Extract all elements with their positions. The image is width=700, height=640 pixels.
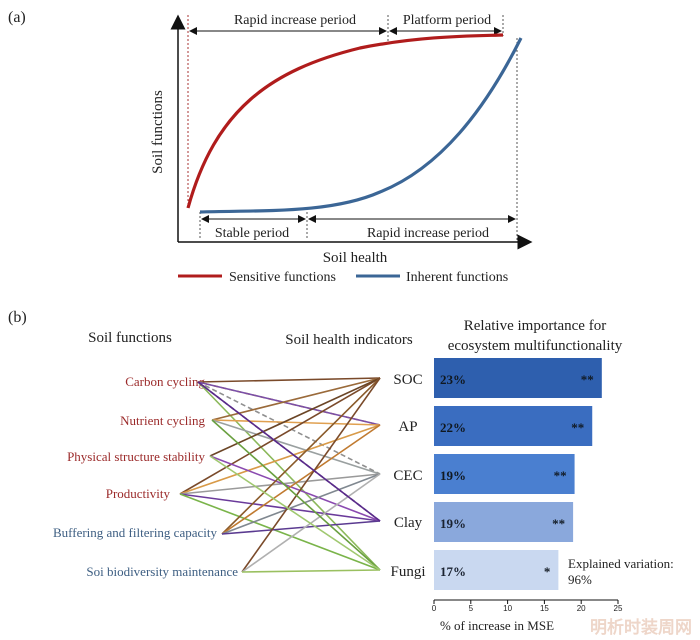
- bar-percent-label: 19%: [440, 468, 466, 483]
- inherent-functions-curve: [199, 37, 523, 214]
- indicator-label-cec: CEC: [393, 468, 422, 484]
- bottom-period-label: Stable period: [215, 226, 289, 241]
- bar-percent-label: 23%: [440, 372, 466, 387]
- x-tick-label: 15: [540, 604, 549, 613]
- x-tick-label: 5: [469, 604, 474, 613]
- top-period-label: Platform period: [403, 13, 491, 28]
- significance-mark: **: [554, 468, 567, 483]
- soil-functions-header: Soil functions: [88, 330, 172, 346]
- function-label-physical-structure: Physical structure stability: [67, 449, 205, 464]
- bar-fungi: [434, 550, 559, 590]
- legend-label: Sensitive functions: [229, 270, 336, 285]
- significance-mark: **: [552, 516, 565, 531]
- connection-lines: [179, 377, 381, 573]
- importance-header-line2: ecosystem multifunctionality: [448, 338, 623, 354]
- function-label-biodiversity: Soi biodiversity maintenance: [86, 564, 238, 579]
- bar-clay: [434, 502, 574, 542]
- x-axis-label: Soil health: [323, 250, 388, 266]
- indicator-label-soc: SOC: [393, 372, 422, 388]
- indicator-label-fungi: Fungi: [390, 564, 425, 580]
- explained-variation-value: 96%: [568, 572, 592, 587]
- bar-percent-label: 19%: [440, 516, 466, 531]
- indicators-header: Soil health indicators: [285, 332, 413, 348]
- function-label-carbon-cycling: Carbon cycling: [125, 374, 205, 389]
- bar-soc: [434, 358, 602, 398]
- watermark: 明析时装周网: [590, 617, 692, 638]
- function-label-buffering: Buffering and filtering capacity: [53, 525, 218, 540]
- bar-chart-x-label: % of increase in MSE: [440, 618, 554, 633]
- importance-bar-chart: 23% ** 22% ** 19% ** 19% ** 17% * 0 5 10 15 20 25: [432, 358, 623, 613]
- explained-variation-label: Explained variation:: [568, 556, 674, 571]
- significance-mark: **: [581, 372, 594, 387]
- x-tick-label: 20: [577, 604, 586, 613]
- significance-mark: *: [544, 564, 551, 579]
- bar-cec: [434, 454, 575, 494]
- top-period-label: Rapid increase period: [234, 13, 356, 28]
- significance-mark: **: [571, 420, 584, 435]
- x-tick-label: 0: [432, 604, 437, 613]
- bar-percent-label: 22%: [440, 420, 466, 435]
- importance-header-line1: Relative importance for: [464, 318, 606, 334]
- panel-a-label: (a): [8, 9, 26, 26]
- x-tick-label: 25: [614, 604, 623, 613]
- bar-percent-label: 17%: [440, 564, 466, 579]
- x-tick-label: 10: [503, 604, 512, 613]
- indicator-label-clay: Clay: [394, 515, 423, 531]
- legend-label: Inherent functions: [406, 270, 508, 285]
- indicator-label-ap: AP: [398, 419, 417, 435]
- panel-b-label: (b): [8, 309, 27, 326]
- sensitive-functions-curve: [186, 33, 504, 209]
- function-label-nutrient-cycling: Nutrient cycling: [120, 413, 205, 428]
- y-axis-label: Soil functions: [150, 90, 166, 174]
- bar-ap: [434, 406, 593, 446]
- bottom-period-label: Rapid increase period: [367, 226, 489, 241]
- function-label-productivity: Productivity: [106, 486, 171, 501]
